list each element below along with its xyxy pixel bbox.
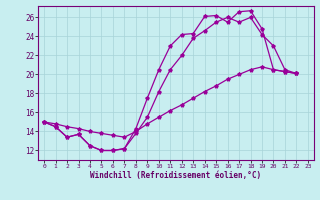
X-axis label: Windchill (Refroidissement éolien,°C): Windchill (Refroidissement éolien,°C) <box>91 171 261 180</box>
